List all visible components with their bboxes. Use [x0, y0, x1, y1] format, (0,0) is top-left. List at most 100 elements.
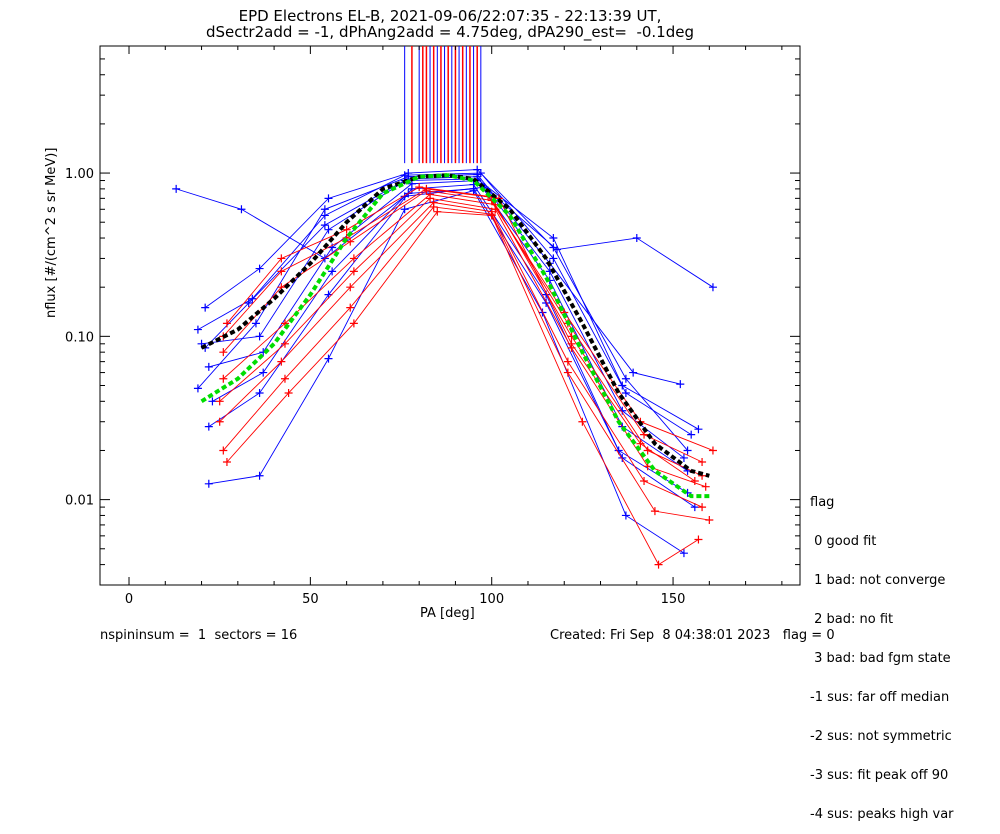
data-point [251, 319, 260, 328]
data-point [324, 194, 333, 203]
data-point [549, 254, 558, 263]
data-point [349, 254, 358, 263]
x-tick-label: 50 [302, 592, 319, 607]
footer-spin-info: nspininsum = 1 sectors = 16 [100, 628, 298, 643]
x-tick-label: 150 [661, 592, 686, 607]
data-point [618, 406, 627, 415]
data-point [426, 194, 435, 203]
data-point [621, 374, 630, 383]
series-line [212, 184, 688, 494]
fit-curves-group [200, 173, 710, 499]
data-point [201, 303, 210, 312]
series-line [204, 169, 688, 451]
series-line [201, 176, 685, 459]
footer-created-info: Created: Fri Sep 8 04:38:01 2023 flag = … [550, 628, 835, 643]
data-point [567, 339, 576, 348]
data-point [708, 283, 717, 292]
data-point [222, 457, 231, 466]
data-point [346, 303, 355, 312]
series-line [208, 190, 685, 554]
data-point [429, 202, 438, 211]
data-point [679, 549, 688, 558]
plot-frame [99, 45, 801, 586]
series-line [219, 202, 703, 508]
data-point [255, 332, 264, 341]
data-series [215, 198, 707, 512]
data-point [328, 243, 337, 252]
data-point [328, 267, 337, 276]
y-tick-label: 0.10 [65, 330, 94, 345]
data-series [172, 183, 717, 292]
data-point [324, 354, 333, 363]
data-point [400, 205, 409, 214]
data-point [255, 471, 264, 480]
x-tick-label: 0 [125, 592, 133, 607]
x-tick-label: 100 [479, 592, 504, 607]
data-point [215, 397, 224, 406]
data-point [621, 511, 630, 520]
data-point [621, 388, 630, 397]
loss-cone-markers [404, 46, 482, 164]
data-point [280, 339, 289, 348]
data-point [705, 516, 714, 525]
data-point [640, 477, 649, 486]
data-point [640, 430, 649, 439]
data-point [701, 482, 710, 491]
y-tick-label: 1.00 [65, 167, 94, 182]
series-line [222, 206, 710, 521]
data-series-group [172, 165, 717, 569]
legend-item: -3 sus: fit peak off 90 [810, 768, 949, 783]
data-point [698, 503, 707, 512]
data-point [193, 325, 202, 334]
data-point [259, 368, 268, 377]
data-series [222, 207, 703, 569]
data-point [193, 384, 202, 393]
data-point [277, 357, 286, 366]
data-point [683, 446, 692, 455]
data-point [698, 457, 707, 466]
data-point [679, 453, 688, 462]
data-point [632, 234, 641, 243]
data-point [650, 507, 659, 516]
data-point [277, 254, 286, 263]
legend-item: 1 bad: not converge [810, 573, 946, 588]
data-point [549, 234, 558, 243]
series-line [176, 186, 714, 288]
data-point [676, 380, 685, 389]
data-point [404, 172, 413, 181]
series-line [223, 193, 703, 477]
data-point [708, 446, 717, 455]
legend-item: -4 sus: peaks high var [810, 807, 954, 822]
data-point [654, 560, 663, 569]
series-line [226, 211, 699, 566]
data-series [219, 190, 707, 480]
data-point [324, 225, 333, 234]
series-line [208, 180, 688, 472]
legend-item: -1 sus: far off median [810, 690, 950, 705]
data-point [636, 439, 645, 448]
data-point [487, 211, 496, 220]
data-series [201, 174, 703, 434]
series-line [204, 178, 699, 430]
data-point [284, 388, 293, 397]
data-series [222, 183, 717, 455]
data-point [618, 453, 627, 462]
chart-title-line2: dSectr2add = -1, dPhAng2add = 4.75deg, d… [206, 23, 694, 41]
data-point [277, 267, 286, 276]
data-point [694, 425, 703, 434]
data-point [349, 267, 358, 276]
data-point [563, 357, 572, 366]
flag-legend: flag 0 good fit 1 bad: not converge 2 ba… [810, 470, 954, 834]
data-point [208, 397, 217, 406]
data-point [549, 243, 558, 252]
data-point [244, 299, 253, 308]
data-series [197, 172, 688, 462]
data-series [204, 184, 699, 512]
data-point [563, 368, 572, 377]
data-point [237, 205, 246, 214]
data-point [342, 225, 351, 234]
data-point [542, 299, 551, 308]
x-axis-label: PA [deg] [420, 606, 475, 621]
data-point [346, 283, 355, 292]
data-series [208, 180, 692, 497]
